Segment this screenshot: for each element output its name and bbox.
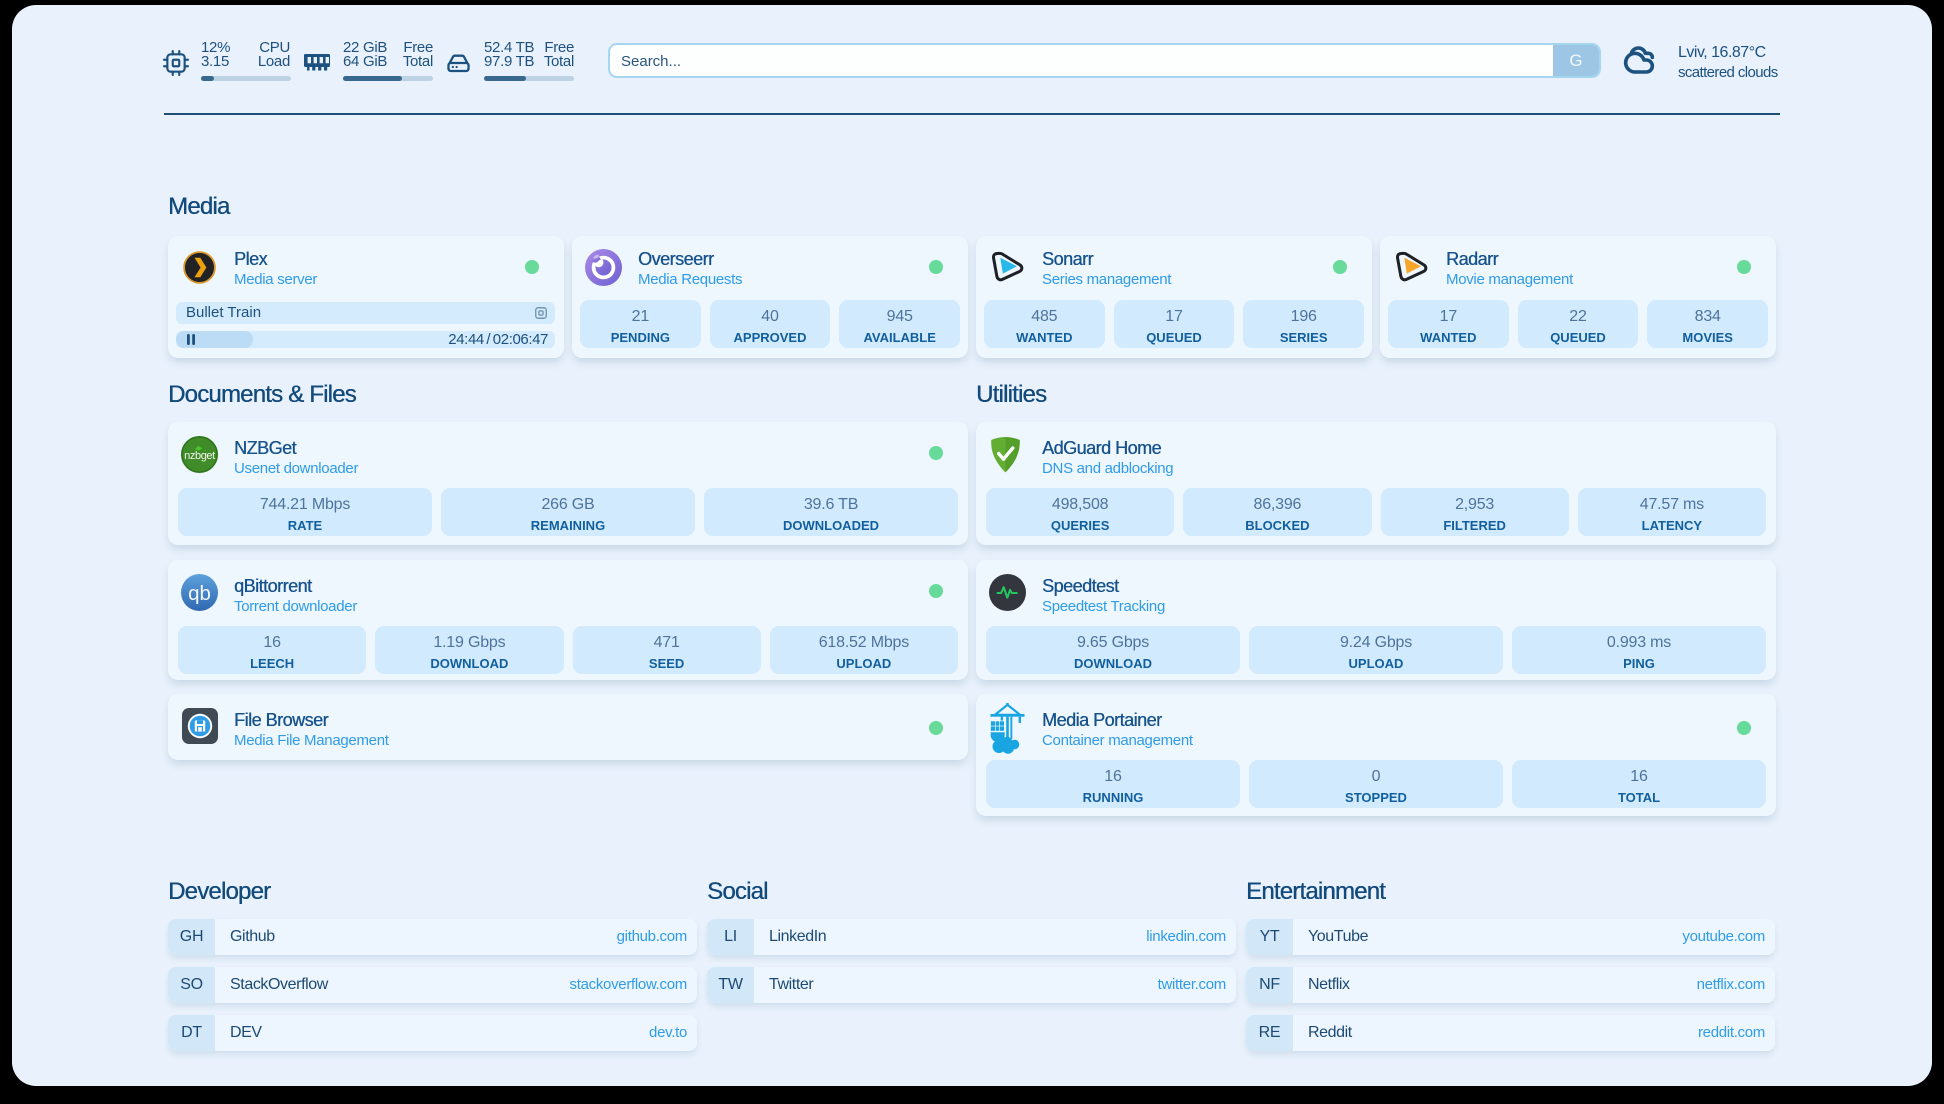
svg-text:qb: qb <box>188 582 211 605</box>
svg-text:nzbget: nzbget <box>184 450 215 462</box>
